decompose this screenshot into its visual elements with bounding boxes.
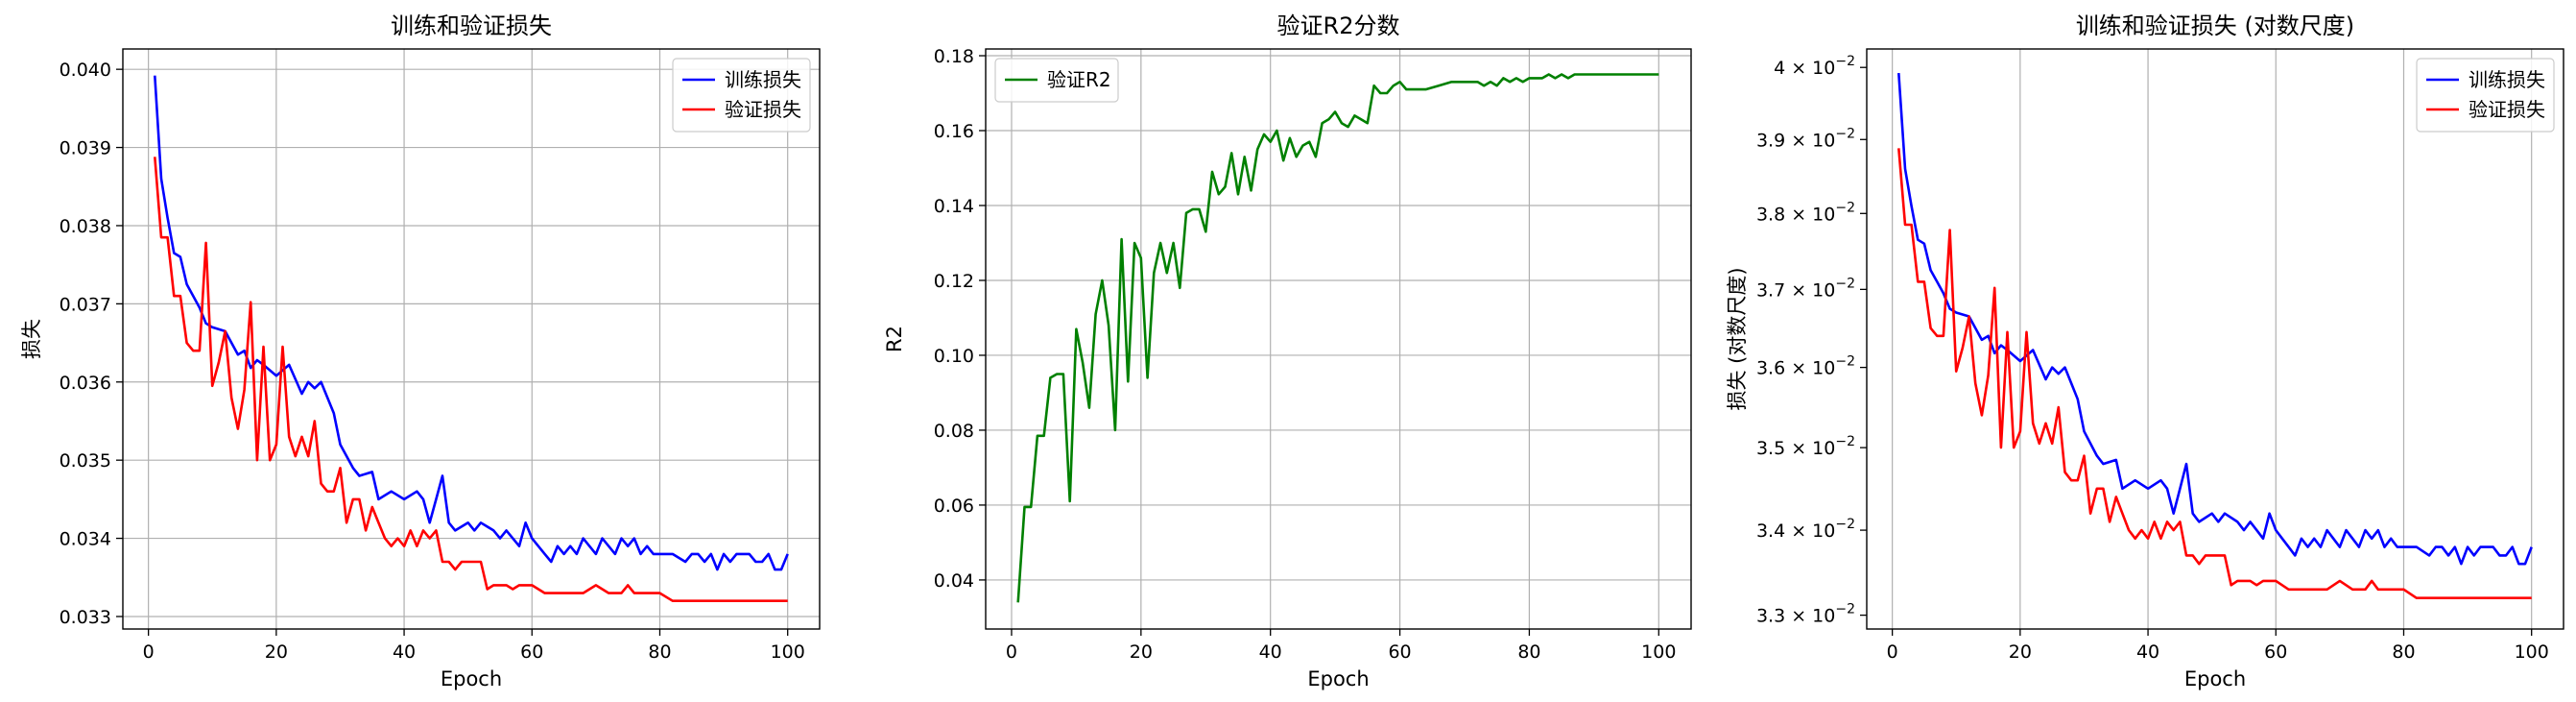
x-tick-label: 100: [771, 641, 805, 663]
legend-label: 验证损失: [2469, 98, 2545, 121]
y-tick-label: 3.9 × 10−2: [1756, 126, 1855, 151]
x-tick-label: 40: [2136, 641, 2159, 663]
legend-label: 验证损失: [725, 98, 801, 121]
y-tick-label: 0.14: [934, 196, 974, 217]
axes-frame: [1866, 48, 2564, 630]
x-tick-label: 80: [1517, 641, 1540, 663]
x-tick-label: 0: [1006, 641, 1017, 663]
chart-panel-1: 0 20 40 60 80 100 0.033 0.034 0.035 0.036 0.037 0.0…: [20, 12, 821, 690]
x-tick-label: 0: [143, 641, 155, 663]
y-tick-label: 0.16: [934, 121, 974, 142]
chart-panel-3: 0 20 40 60 80 100 3.3 × 10−2 3.4 × 10−2 3.5 × 10…: [1726, 12, 2564, 690]
x-axis-label: Epoch: [2184, 667, 2246, 690]
x-tick-label: 100: [1641, 641, 1676, 663]
y-tick-label: 0.10: [934, 346, 974, 367]
y-tick-label: 0.036: [60, 373, 111, 394]
y-tick-label: 0.18: [934, 46, 974, 67]
y-tick-label: 0.033: [60, 607, 111, 628]
x-tick-label: 80: [2392, 641, 2415, 663]
x-tick-label: 80: [648, 641, 671, 663]
x-axis-label: Epoch: [441, 667, 502, 690]
series-line-2: [1897, 148, 2532, 599]
y-tick-label: 4 × 10−2: [1774, 54, 1855, 79]
x-axis-label: Epoch: [1307, 667, 1369, 690]
y-axis-label: 损失 (对数尺度): [1726, 267, 1749, 410]
x-tick-label: 20: [1130, 641, 1153, 663]
chart-title: 训练和验证损失: [391, 12, 552, 39]
y-axis-label: R2: [883, 326, 906, 352]
axes-frame: [122, 48, 821, 630]
y-tick-label: 0.035: [60, 450, 111, 472]
grid: [986, 49, 1691, 629]
y-tick-label: 0.038: [60, 216, 111, 237]
y-tick-label: 0.08: [934, 421, 974, 442]
x-tick-label: 20: [265, 641, 288, 663]
x-tick-label: 60: [1388, 641, 1411, 663]
legend-label: 训练损失: [2469, 68, 2545, 91]
x-tick-label: 40: [393, 641, 416, 663]
grid: [1892, 49, 2533, 629]
y-tick-label: 0.039: [60, 138, 111, 159]
x-tick-label: 60: [2264, 641, 2287, 663]
legend-box: [994, 58, 1119, 103]
x-tick-label: 100: [2515, 641, 2549, 663]
y-tick-label: 3.8 × 10−2: [1756, 200, 1855, 225]
y-tick-label: 3.7 × 10−2: [1756, 276, 1855, 301]
x-tick-label: 40: [1259, 641, 1282, 663]
y-tick-label: 3.6 × 10−2: [1756, 354, 1855, 379]
x-tick-label: 0: [1887, 641, 1898, 663]
chart-title: 训练和验证损失 (对数尺度): [2076, 12, 2354, 39]
x-tick-label: 60: [520, 641, 543, 663]
y-tick-label: 0.034: [60, 529, 111, 550]
series-line-2: [154, 157, 788, 602]
grid: [123, 49, 820, 629]
y-tick-label: 3.4 × 10−2: [1756, 517, 1855, 542]
series-line-1: [1016, 73, 1659, 603]
chart-title: 验证R2分数: [1277, 12, 1400, 39]
chart-panel-2: 0 20 40 60 80 100 0.04 0.06 0.08 0.10 0.12 0.14 0.16…: [883, 12, 1692, 690]
y-axis-label: 损失: [20, 319, 43, 359]
x-tick-label: 20: [2009, 641, 2032, 663]
series-line-1: [154, 75, 789, 571]
y-tick-label: 0.06: [934, 496, 974, 517]
y-tick-label: 0.040: [60, 60, 111, 81]
legend-box: [672, 58, 811, 133]
legend-box: [2416, 58, 2555, 133]
y-tick-label: 3.3 × 10−2: [1756, 602, 1855, 627]
legend-label: 训练损失: [725, 68, 801, 91]
y-tick-label: 3.5 × 10−2: [1756, 434, 1855, 459]
y-tick-label: 0.12: [934, 271, 974, 292]
y-tick-label: 0.037: [60, 294, 111, 315]
axes-frame: [985, 48, 1692, 630]
series-line-1: [1897, 73, 2533, 566]
legend: 验证R2: [994, 58, 1119, 103]
legend-label: 验证R2: [1047, 68, 1111, 91]
y-tick-label: 0.04: [934, 570, 974, 592]
